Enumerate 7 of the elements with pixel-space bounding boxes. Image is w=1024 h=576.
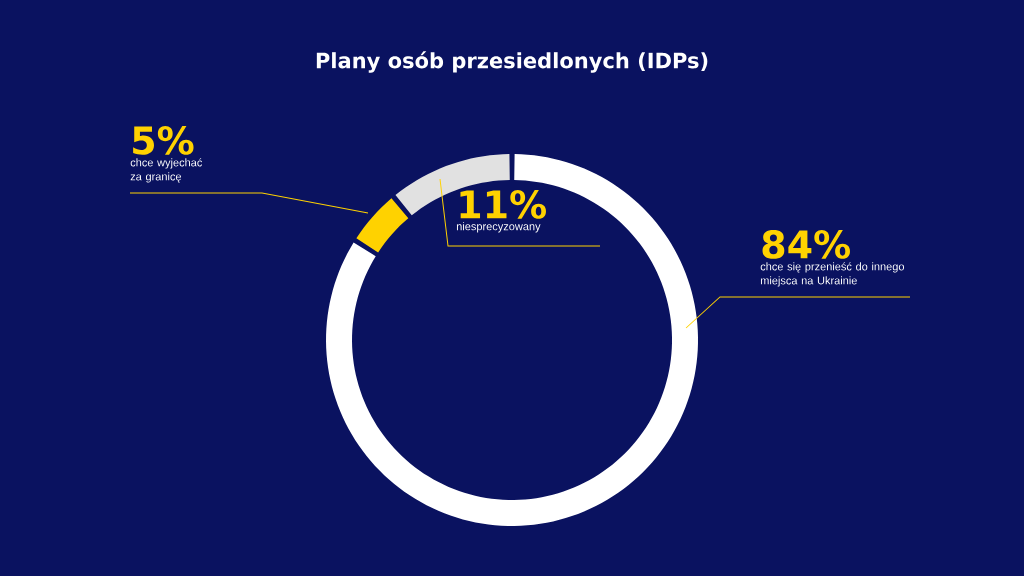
slice-label: niesprecyzowany [456, 222, 541, 233]
chart-title: Plany osób przesiedlonych (IDPs) [316, 51, 708, 73]
data-label: 11% [460, 190, 546, 219]
data-label: 84% [762, 230, 850, 259]
slice-label: chce się przenieść do innego miejsca na Ukrainie [760, 262, 905, 287]
slice-label: chce wyjechać za granicę [130, 158, 203, 183]
data-label: 5% [133, 126, 194, 155]
